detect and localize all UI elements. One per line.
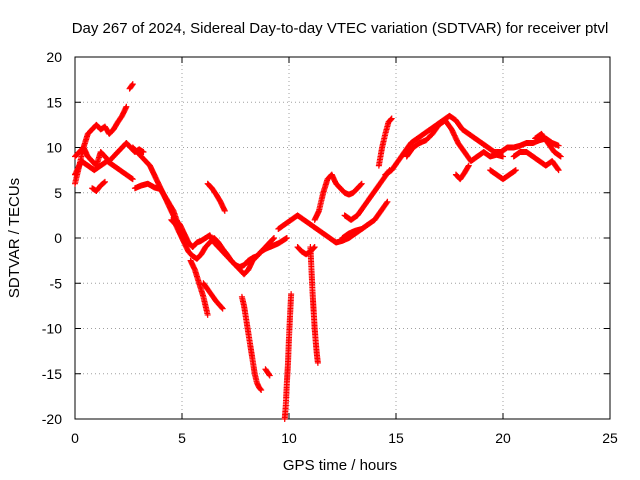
data-point-arc-25 <box>512 167 519 174</box>
chart-title: Day 267 of 2024, Sidereal Day-to-day VTE… <box>72 20 609 37</box>
data-point-arc-10 <box>218 304 225 311</box>
data-point-arc-17 <box>358 181 365 188</box>
data-point-arc-11 <box>221 207 228 214</box>
data-point-arc-22 <box>555 142 562 149</box>
y-tick-label: -10 <box>42 321 62 337</box>
y-axis-label: SDTVAR / TECUs <box>6 178 23 298</box>
x-tick-label: 15 <box>388 430 404 446</box>
data-point-arc-21 <box>388 116 395 123</box>
x-tick-label: 25 <box>602 430 618 446</box>
data-point-arc-10 <box>219 305 226 312</box>
data-point-arc-16 <box>383 199 390 206</box>
data-point-arc-1 <box>123 103 130 110</box>
data-points <box>72 81 564 422</box>
y-tick-label: 15 <box>46 94 62 110</box>
data-point-arc-18 <box>310 244 317 251</box>
data-point-arc-20 <box>358 225 365 232</box>
data-point-arc-16 <box>384 198 391 205</box>
x-axis-label: GPS time / hours <box>283 457 397 474</box>
data-point-arc-15 <box>314 359 321 366</box>
tick-layer: -20 -15 -10 -5 0 5 10 15 20 0 5 10 15 20 25 <box>42 49 618 446</box>
y-tick-label: 20 <box>46 49 62 65</box>
data-point-arc-8 <box>271 235 278 241</box>
data-point-arc-26 <box>555 167 562 174</box>
data-point-arc-5 <box>101 179 108 186</box>
data-point-arc-5 <box>101 178 108 185</box>
x-tick-label: 5 <box>178 430 186 446</box>
data-point-arc-13 <box>266 371 273 378</box>
y-tick-label: 0 <box>54 230 62 246</box>
y-tick-label: 10 <box>46 140 62 156</box>
data-point-arc-4 <box>129 176 136 183</box>
data-point-arc-12 <box>257 386 264 393</box>
data-point-arc-27 <box>557 153 564 160</box>
data-point-arc-2 <box>129 82 136 89</box>
data-point-arc-14 <box>288 291 295 298</box>
x-tick-label: 0 <box>71 430 79 446</box>
y-tick-label: -20 <box>42 411 62 427</box>
data-point-arc-9 <box>204 311 211 318</box>
data-point-arc-23 <box>500 153 506 160</box>
data-point-arc-2 <box>129 81 136 88</box>
data-point-arc-26 <box>554 166 561 173</box>
data-point-arc-3 <box>140 149 147 156</box>
y-tick-label: -15 <box>42 366 62 382</box>
data-point-arc-17 <box>358 180 365 187</box>
x-tick-label: 10 <box>281 430 297 446</box>
data-point-arc-18 <box>311 244 318 251</box>
data-point-arc-8 <box>270 235 277 242</box>
data-point-arc-12 <box>258 387 265 394</box>
y-tick-label: -5 <box>50 275 63 291</box>
x-tick-label: 20 <box>495 430 511 446</box>
data-point-arc-24 <box>465 162 472 169</box>
y-tick-label: 5 <box>54 185 62 201</box>
data-point-arc-24 <box>465 163 472 170</box>
data-point-arc-6 <box>283 235 290 241</box>
data-point-arc-13 <box>266 372 273 379</box>
data-point-arc-21 <box>388 115 395 122</box>
